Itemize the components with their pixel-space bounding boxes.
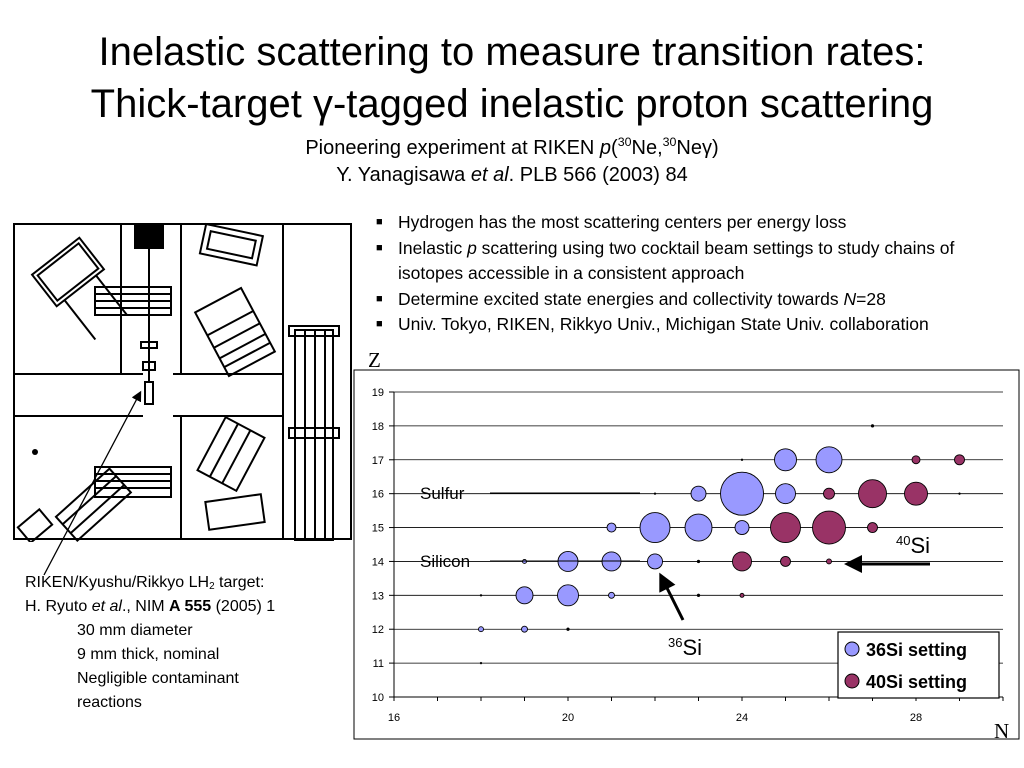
neutron-number-symbol: N: [843, 288, 857, 309]
bullet-item: ■ Univ. Tokyo, RIKEN, Rikkyo Univ., Michi…: [370, 312, 1010, 338]
chamber-frame: [13, 223, 352, 540]
bullet-marker: ■: [376, 318, 383, 330]
bullet-marker: ■: [376, 241, 383, 254]
paren-open: (: [611, 137, 618, 159]
gamma-symbol: γ: [702, 137, 712, 159]
slide-title-line-2: Thick-target γ-tagged inelastic proton s…: [0, 80, 1024, 128]
caption-line: RIKEN/Kyushu/Rikkyo LH2 target:: [25, 571, 275, 595]
target-chamber-diagram: [13, 222, 352, 542]
caption-text: (2005) 1: [211, 598, 276, 615]
proton-symbol: p: [599, 137, 612, 159]
bullet-text: scattering using two cocktail beam setti…: [398, 237, 955, 284]
neon-label: Ne,: [631, 137, 663, 159]
bullet-marker: ■: [376, 216, 383, 228]
title-text-a: Thick-target: [90, 82, 313, 126]
subtitle-text: Pioneering experiment at RIKEN: [305, 137, 600, 159]
bullet-item: ■ Hydrogen has the most scattering center…: [370, 210, 1010, 236]
caption-line: Negligible contaminant: [77, 670, 239, 687]
caption-text: H. Ryuto: [25, 598, 92, 615]
neon-label: Ne: [676, 137, 702, 159]
bullet-text: Determine excited state energies and col…: [398, 288, 844, 309]
bullet-text: Hydrogen has the most scattering centers…: [398, 212, 847, 232]
slide-title-line-1: Inelastic scattering to measure transiti…: [98, 30, 926, 74]
caption-text: target:: [214, 574, 265, 591]
subtitle-reference: Y. Yanagisawa et al. PLB 566 (2003) 84: [0, 163, 1024, 187]
bullet-item: ■ Inelastic p scattering using two cockta…: [370, 236, 1010, 287]
ref-author: Y. Yanagisawa: [336, 164, 471, 186]
title-text-b: -tagged inelastic proton scattering: [332, 82, 934, 126]
bullet-item: ■ Determine excited state energies and co…: [370, 287, 1010, 313]
target-pointer-arrow: [43, 390, 142, 576]
bullet-text: =28: [856, 288, 886, 309]
caption-line: reactions: [77, 694, 142, 711]
caption-line: H. Ryuto et al., NIM A 555 (2005) 1: [25, 595, 275, 619]
gamma-symbol: γ: [312, 82, 333, 126]
mass-number: 30: [617, 134, 632, 149]
caption-text: ., NIM: [121, 598, 170, 615]
bullet-text: Inelastic: [398, 237, 468, 258]
subscript: 2: [209, 580, 215, 592]
ref-journal: . PLB 566 (2003) 84: [508, 164, 688, 186]
ref-etal: et al: [470, 164, 509, 186]
paren-close: ): [712, 137, 719, 159]
caption-line: 30 mm diameter: [77, 622, 193, 639]
caption-line: 9 mm thick, nominal: [77, 646, 220, 663]
target-caption: RIKEN/Kyushu/Rikkyo LH2 target: H. Ryuto…: [25, 571, 275, 715]
caption-text: RIKEN/Kyushu/Rikkyo LH: [25, 574, 210, 591]
mass-number: 30: [662, 134, 677, 149]
bullet-marker: ■: [376, 292, 383, 305]
proton-symbol: p: [467, 237, 477, 258]
bullet-text: Univ. Tokyo, RIKEN, Rikkyo Univ., Michig…: [398, 314, 929, 334]
subtitle-experiment: Pioneering experiment at RIKEN p(30Ne,30…: [0, 136, 1024, 160]
caption-volume: A 555: [169, 598, 212, 615]
key-points-list: ■ Hydrogen has the most scattering center…: [370, 210, 1010, 338]
caption-etal: et al: [91, 598, 122, 615]
